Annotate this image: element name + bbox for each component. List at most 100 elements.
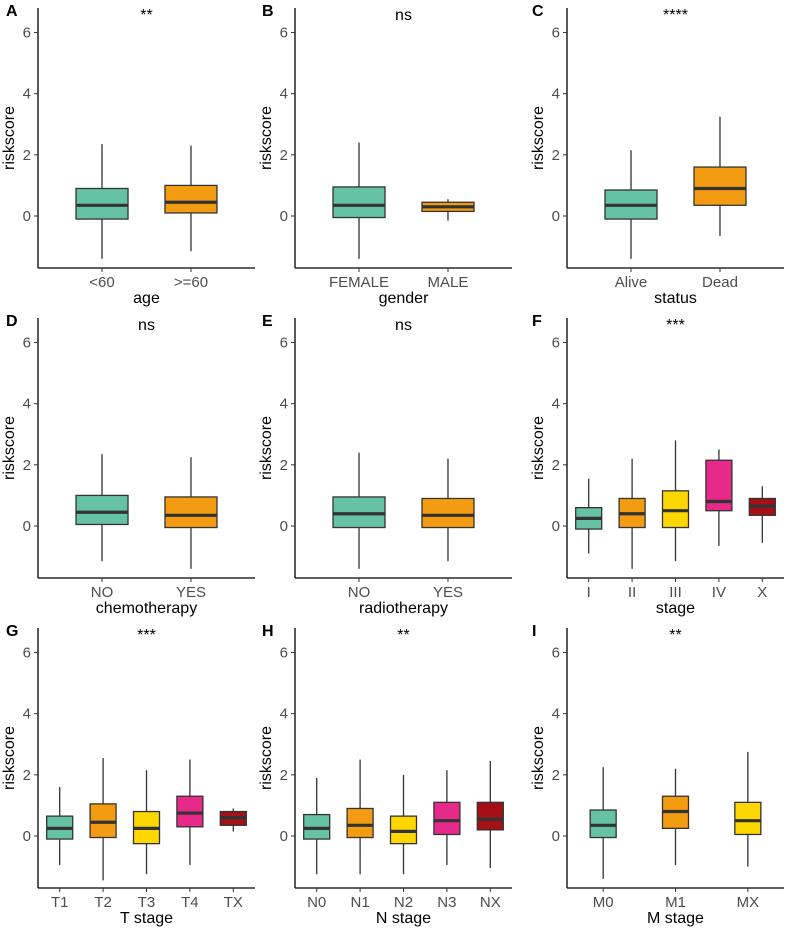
y-tick-label: 0 xyxy=(552,208,560,225)
y-axis-title: riskscore xyxy=(1,416,18,480)
box-iv: IV xyxy=(705,449,733,601)
panel-a: A ** 0 2 4 6 riskscore <60 >=60 age xyxy=(1,3,255,307)
y-tick-label: 4 xyxy=(280,706,288,723)
significance-label: ** xyxy=(669,627,681,644)
box-t4: T4 xyxy=(176,759,204,911)
y-axis-title: riskscore xyxy=(530,106,547,170)
x-tick-label: N1 xyxy=(351,894,370,911)
x-axis-title: age xyxy=(133,290,160,307)
y-tick-label: 2 xyxy=(552,147,560,164)
box-t2: T2 xyxy=(89,758,117,911)
box-yes: YES xyxy=(421,458,475,601)
x-tick-label: M0 xyxy=(593,894,614,911)
x-tick-label: <60 xyxy=(89,274,114,291)
y-tick-label: 0 xyxy=(23,518,31,535)
box-n0: N0 xyxy=(303,777,331,911)
y-tick-label: 4 xyxy=(23,396,31,413)
x-tick-label: T3 xyxy=(138,894,156,911)
box-alive: Alive xyxy=(604,150,658,291)
y-tick-label: 2 xyxy=(23,147,31,164)
y-tick-label: 4 xyxy=(552,396,560,413)
box-n1: N1 xyxy=(346,759,374,911)
y-tick-label: 2 xyxy=(552,767,560,784)
iqr-box xyxy=(332,186,386,219)
significance-label: ns xyxy=(395,317,412,334)
panel-letter-d: D xyxy=(6,313,18,330)
box-60: >=60 xyxy=(164,145,218,291)
panel-c: C **** 0 2 4 6 riskscore Alive Dead status xyxy=(530,3,784,307)
y-tick-label: 6 xyxy=(552,644,560,661)
x-tick-label: T1 xyxy=(51,894,69,911)
box-60: <60 xyxy=(75,144,129,291)
x-axis-title: T stage xyxy=(120,910,173,927)
x-tick-label: T2 xyxy=(94,894,112,911)
significance-label: ns xyxy=(138,317,155,334)
x-tick-label: N0 xyxy=(307,894,326,911)
y-axis-title: riskscore xyxy=(530,726,547,790)
x-tick-label: Dead xyxy=(702,274,738,291)
y-tick-label: 6 xyxy=(23,24,31,41)
y-tick-label: 4 xyxy=(280,86,288,103)
panel-letter-i: I xyxy=(532,623,536,640)
box-n2: N2 xyxy=(389,774,418,911)
y-tick-label: 2 xyxy=(23,457,31,474)
x-tick-label: I xyxy=(587,584,591,601)
panel-letter-g: G xyxy=(6,623,18,640)
significance-label: ** xyxy=(397,627,409,644)
x-tick-label: T4 xyxy=(181,894,199,911)
x-tick-label: NO xyxy=(348,584,371,601)
iqr-box xyxy=(421,497,475,529)
box-nx: NX xyxy=(476,761,504,911)
y-tick-label: 6 xyxy=(280,334,288,351)
iqr-box xyxy=(476,801,504,831)
x-axis-title: M stage xyxy=(647,910,704,927)
box-no: NO xyxy=(75,454,129,601)
x-tick-label: II xyxy=(628,584,636,601)
y-tick-label: 2 xyxy=(280,767,288,784)
box-mx: MX xyxy=(734,751,762,911)
panel-letter-e: E xyxy=(262,313,273,330)
panel-letter-h: H xyxy=(262,623,274,640)
y-tick-label: 0 xyxy=(280,828,288,845)
y-tick-label: 2 xyxy=(23,767,31,784)
panel-g: G *** 0 2 4 6 riskscore T1 T2 T3 T4 TX T stage xyxy=(1,623,255,927)
significance-label: ** xyxy=(140,7,152,24)
y-tick-label: 4 xyxy=(552,706,560,723)
x-tick-label: Alive xyxy=(615,274,648,291)
x-tick-label: III xyxy=(669,584,682,601)
iqr-box xyxy=(75,494,129,526)
y-tick-label: 6 xyxy=(552,24,560,41)
x-tick-label: M1 xyxy=(665,894,686,911)
x-tick-label: N2 xyxy=(394,894,413,911)
y-axis-title: riskscore xyxy=(1,106,18,170)
iqr-box xyxy=(734,801,762,836)
y-tick-label: 6 xyxy=(280,644,288,661)
y-axis-title: riskscore xyxy=(1,726,18,790)
x-tick-label: N3 xyxy=(437,894,456,911)
y-tick-label: 0 xyxy=(280,518,288,535)
y-tick-label: 4 xyxy=(552,86,560,103)
y-tick-label: 0 xyxy=(552,828,560,845)
iqr-box xyxy=(433,801,461,836)
panel-letter-b: B xyxy=(262,3,274,20)
y-tick-label: 6 xyxy=(23,644,31,661)
x-tick-label: NO xyxy=(91,584,114,601)
y-tick-label: 0 xyxy=(23,208,31,225)
panel-letter-a: A xyxy=(6,3,18,20)
box-no: NO xyxy=(332,452,386,601)
iqr-box xyxy=(705,459,733,512)
box-ii: II xyxy=(618,458,646,601)
box-dead: Dead xyxy=(693,116,747,291)
significance-label: *** xyxy=(137,627,156,644)
y-axis-title: riskscore xyxy=(530,416,547,480)
box-t3: T3 xyxy=(132,770,161,911)
y-tick-label: 6 xyxy=(280,24,288,41)
x-tick-label: X xyxy=(757,584,767,601)
x-axis-title: stage xyxy=(656,600,695,617)
x-tick-label: >=60 xyxy=(174,274,208,291)
y-tick-label: 6 xyxy=(552,334,560,351)
box-m0: M0 xyxy=(589,767,617,911)
